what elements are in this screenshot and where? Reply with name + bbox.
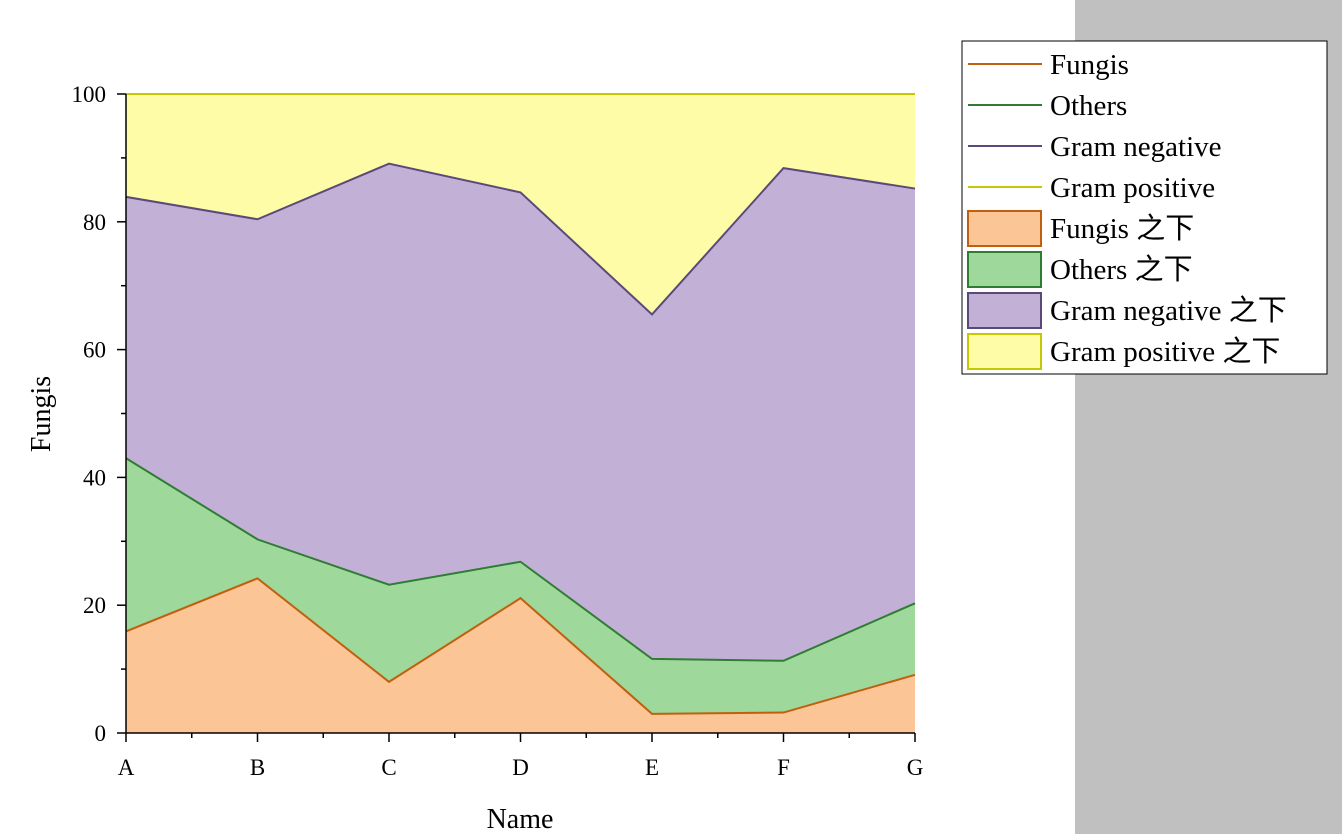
legend-label: Fungis [1050, 49, 1129, 81]
series-lines [125, 93, 916, 715]
x-axis-title: Name [487, 804, 554, 834]
y-tick-label: 20 [83, 593, 106, 618]
legend: Fungis Others Gram negative Gram positive Fu… [961, 40, 1328, 375]
legend-label: Others 之下 [1050, 253, 1193, 286]
area-gram-positive [126, 94, 915, 315]
legend-label: Gram negative 之下 [1050, 294, 1287, 327]
legend-label: Gram negative [1050, 131, 1222, 163]
legend-label: Others [1050, 90, 1127, 122]
line-fungis [125, 577, 916, 715]
x-tick-label: A [118, 755, 135, 780]
line-others [125, 457, 916, 662]
area-gram-negative [126, 163, 915, 661]
legend-swatch-gram-positive [967, 333, 1042, 370]
tick-labels: 0 20 40 60 80 100 A B C D E F G [72, 82, 924, 780]
area-fungis [126, 578, 915, 733]
x-tick-label: B [250, 755, 265, 780]
y-tick-label: 100 [72, 82, 107, 107]
x-tick-label: E [645, 755, 659, 780]
legend-swatch-fungis [967, 210, 1042, 247]
y-tick-label: 80 [83, 210, 106, 235]
area-layers [126, 94, 915, 733]
legend-swatch-others [967, 251, 1042, 288]
x-tick-label: C [381, 755, 396, 780]
legend-label: Gram positive 之下 [1050, 335, 1280, 368]
y-tick-label: 0 [95, 721, 107, 746]
legend-label: Gram positive [1050, 172, 1215, 204]
x-tick-label: G [907, 755, 924, 780]
legend-swatch-gram-negative [967, 292, 1042, 329]
y-tick-label: 40 [83, 465, 106, 490]
x-tick-label: D [512, 755, 529, 780]
line-gram-negative [125, 162, 916, 316]
legend-label: Fungis 之下 [1050, 212, 1194, 245]
area-others [126, 458, 915, 714]
axes [117, 93, 916, 742]
y-axis-title: Fungis [26, 376, 57, 452]
x-tick-label: F [777, 755, 790, 780]
y-tick-label: 60 [83, 338, 106, 363]
